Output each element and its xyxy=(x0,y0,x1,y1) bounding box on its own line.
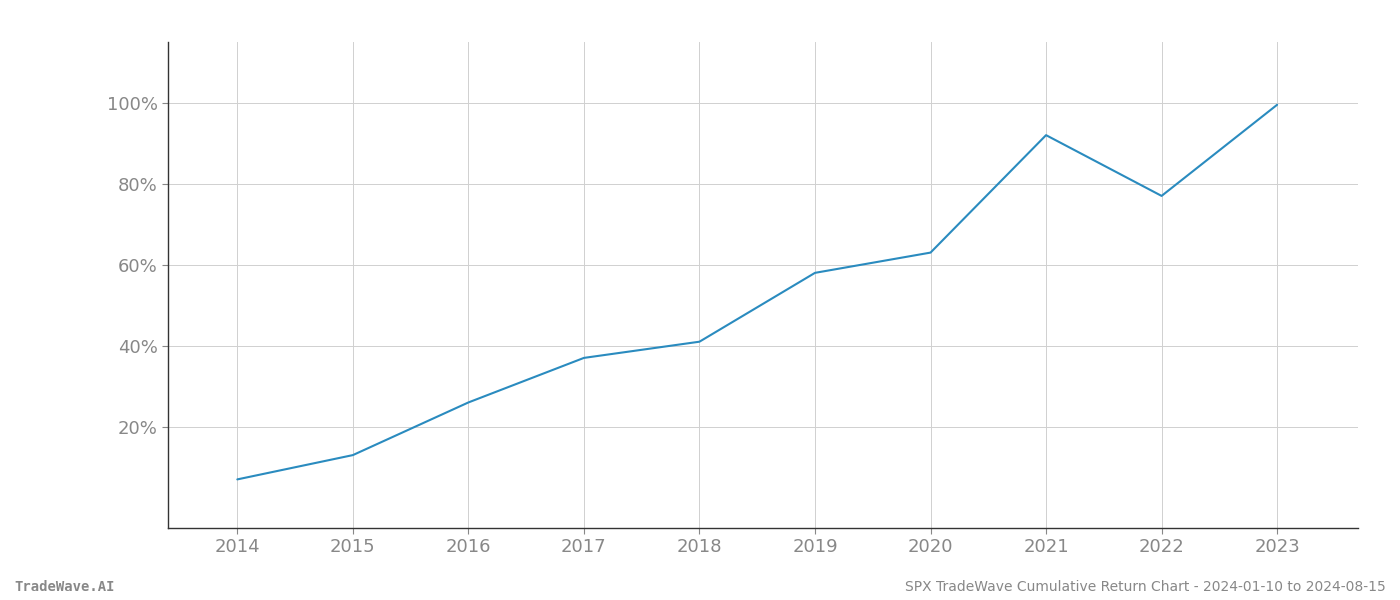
Text: SPX TradeWave Cumulative Return Chart - 2024-01-10 to 2024-08-15: SPX TradeWave Cumulative Return Chart - … xyxy=(906,580,1386,594)
Text: TradeWave.AI: TradeWave.AI xyxy=(14,580,115,594)
